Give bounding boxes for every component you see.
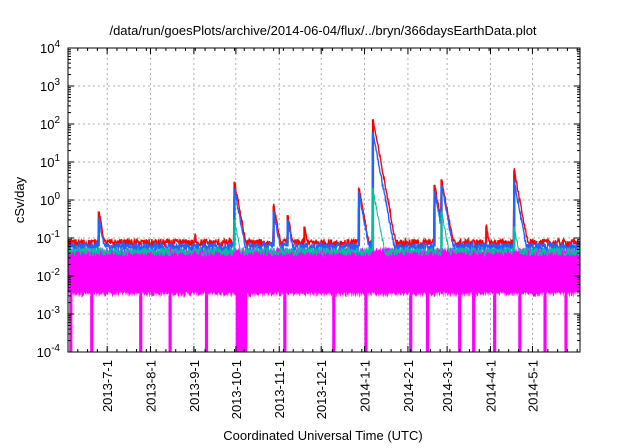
- y-tick-label: 10-1: [37, 229, 61, 246]
- series-line-2: [67, 187, 581, 258]
- y-tick-label: 103: [40, 77, 60, 94]
- series-magenta-dip: [69, 295, 73, 352]
- x-tick-label: 2013-7-1: [100, 360, 115, 412]
- series-magenta-dip: [472, 295, 476, 352]
- x-tick-label: 2014-3-1: [440, 360, 455, 412]
- y-axis-label: cSv/day: [12, 176, 27, 223]
- x-axis-label: Coordinated Universal Time (UTC): [223, 428, 422, 443]
- series-magenta-dip: [332, 295, 336, 352]
- x-tick-label: 2013-12-1: [314, 360, 329, 419]
- series-magenta-dip: [518, 295, 522, 352]
- series-magenta-dip: [139, 295, 143, 352]
- series-magenta-dip: [204, 295, 209, 352]
- x-tick-label: 2013-8-1: [144, 360, 159, 412]
- series-magenta-dip: [241, 295, 245, 352]
- y-tick-label: 104: [40, 39, 60, 56]
- x-tick-label: 2014-2-1: [401, 360, 416, 412]
- chart-title: /data/run/goesPlots/archive/2014-06-04/f…: [109, 23, 536, 38]
- series-magenta-dip: [283, 295, 287, 352]
- y-tick-label: 101: [40, 153, 60, 170]
- series-line-0: [67, 118, 581, 250]
- y-tick-label: 100: [40, 191, 60, 208]
- y-tick-label: 10-3: [37, 305, 61, 322]
- y-tick-label: 102: [40, 115, 60, 132]
- series-magenta-dip: [168, 295, 172, 352]
- grid: [68, 48, 580, 352]
- x-tick-label: 2013-11-1: [272, 360, 287, 418]
- y-tick-label: 10-4: [37, 343, 61, 360]
- x-tick-label: 2014-1-1: [358, 360, 373, 412]
- series-magenta-dip: [90, 295, 94, 352]
- y-tick-label: 10-2: [37, 267, 61, 284]
- series-magenta-dip: [235, 295, 239, 352]
- series-magenta-dip: [364, 295, 368, 352]
- series-magenta-dip: [238, 295, 242, 352]
- series-magenta-dip: [493, 295, 497, 352]
- x-tick-label: 2013-9-1: [187, 360, 202, 412]
- series-magenta-dip: [425, 295, 430, 352]
- series-magenta-dip: [543, 295, 547, 352]
- series-line-1: [67, 134, 581, 254]
- x-tick-label: 2014-4-1: [483, 360, 498, 412]
- x-tick-label: 2014-5-1: [525, 360, 540, 412]
- series-magenta-dip: [244, 295, 248, 352]
- x-tick-label: 2013-10-1: [229, 360, 244, 419]
- series-magenta-dip: [564, 295, 568, 352]
- series-magenta-dip: [409, 295, 413, 352]
- series-magenta-dip: [458, 295, 462, 352]
- series-magenta-band: [68, 246, 580, 352]
- axes: 10-4 10-3 10-2 10-1 100 101 102 103 104 2013-7-1 2…: [37, 39, 581, 419]
- series-group: [67, 118, 581, 352]
